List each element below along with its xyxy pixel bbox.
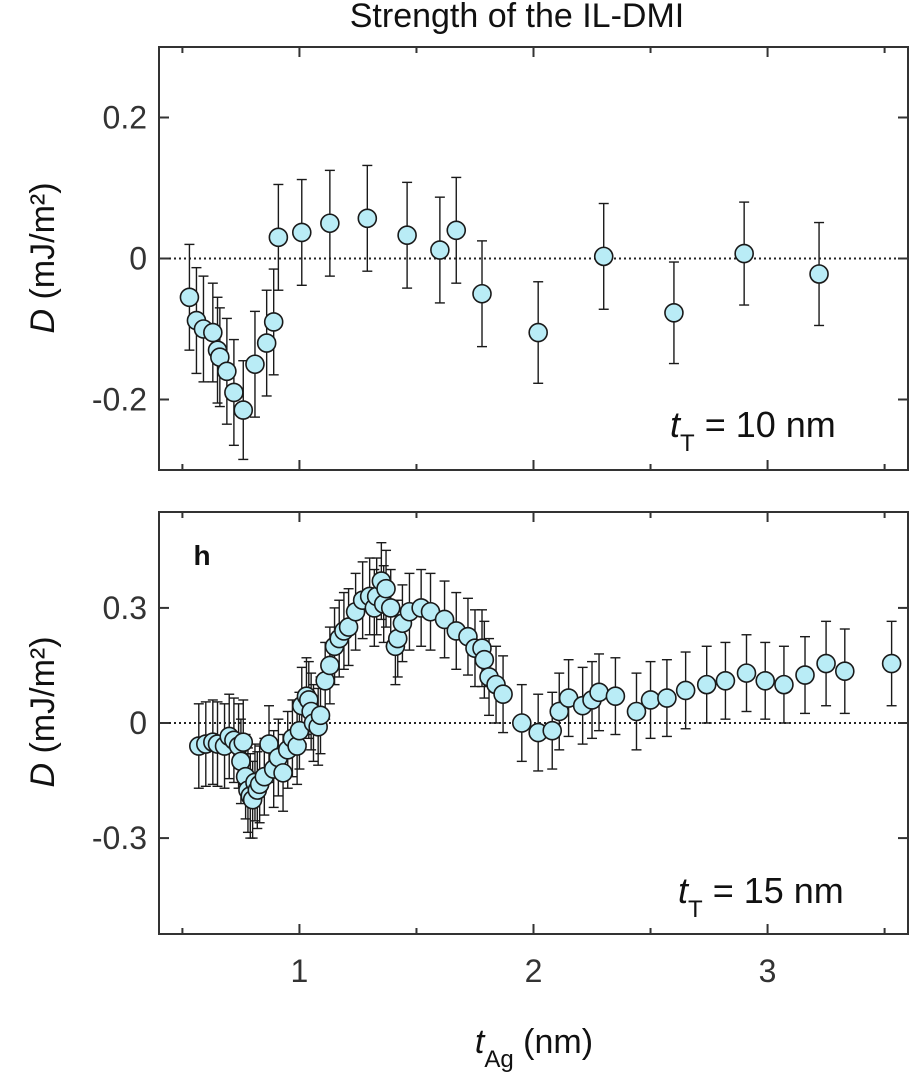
data-point bbox=[795, 665, 815, 685]
data-point bbox=[472, 283, 492, 304]
data-point bbox=[179, 287, 200, 308]
x-tick-label: 1 bbox=[291, 953, 309, 989]
y-tick-label: 0 bbox=[129, 241, 147, 277]
data-point bbox=[542, 720, 563, 741]
data-point bbox=[816, 653, 836, 674]
data-point bbox=[263, 312, 284, 332]
data-point bbox=[259, 734, 279, 754]
data-point bbox=[696, 674, 717, 695]
data-point bbox=[626, 701, 647, 722]
data-point bbox=[774, 674, 794, 695]
data-point bbox=[734, 243, 754, 264]
data-series bbox=[188, 541, 902, 839]
data-point bbox=[397, 225, 417, 246]
data-point bbox=[657, 688, 677, 708]
data-point bbox=[736, 663, 757, 683]
data-point bbox=[233, 400, 254, 420]
data-point bbox=[268, 227, 289, 248]
data-point bbox=[493, 684, 513, 705]
data-point bbox=[273, 763, 293, 783]
y-axis-label: D (mJ/m²) bbox=[24, 182, 62, 333]
data-point bbox=[511, 713, 532, 733]
thickness-annotation: tT = 10 nm bbox=[670, 404, 836, 457]
data-point bbox=[715, 670, 736, 691]
data-point bbox=[357, 208, 378, 229]
data-point bbox=[664, 302, 684, 323]
y-axis-label: D (mJ/m²) bbox=[24, 636, 62, 787]
y-tick-label: 0.3 bbox=[103, 590, 147, 626]
data-point bbox=[310, 705, 331, 726]
figure-title: Strength of the IL-DMI bbox=[350, 0, 685, 35]
data-point bbox=[809, 264, 829, 284]
data-point bbox=[380, 598, 401, 618]
data-point bbox=[233, 732, 254, 752]
data-point bbox=[474, 649, 495, 670]
data-point bbox=[755, 670, 776, 691]
data-point bbox=[256, 333, 277, 353]
panel-letter: h bbox=[193, 540, 210, 571]
data-point bbox=[640, 690, 661, 710]
data-point bbox=[376, 578, 396, 599]
data-point bbox=[203, 322, 223, 343]
y-tick-label: -0.2 bbox=[92, 382, 147, 418]
data-point bbox=[224, 382, 244, 403]
data-point bbox=[835, 661, 855, 682]
x-tick-label: 3 bbox=[759, 953, 777, 989]
data-point bbox=[589, 682, 609, 703]
data-point bbox=[549, 701, 570, 722]
data-point bbox=[605, 686, 626, 706]
data-point bbox=[675, 680, 696, 701]
data-point bbox=[320, 213, 340, 234]
x-axis-label: tAg (nm) bbox=[475, 1023, 593, 1073]
panel-bottom: 0.3 0 -0.3 D (mJ/m²) h tT = 15 nm bbox=[24, 511, 909, 935]
data-point bbox=[446, 220, 467, 241]
data-point bbox=[593, 246, 614, 267]
x-axis-shared: 1 2 3 tAg (nm) bbox=[291, 953, 777, 1073]
data-point bbox=[881, 653, 902, 674]
data-point bbox=[320, 655, 340, 676]
data-series bbox=[179, 164, 829, 461]
x-tick-label: 2 bbox=[525, 953, 543, 989]
y-tick-label: 0.2 bbox=[103, 100, 147, 136]
data-point bbox=[217, 361, 237, 382]
thickness-annotation: tT = 15 nm bbox=[678, 870, 844, 923]
data-point bbox=[245, 354, 265, 375]
data-point bbox=[430, 240, 450, 260]
y-tick-label: 0 bbox=[129, 705, 147, 741]
data-point bbox=[291, 222, 312, 243]
y-tick-label: -0.3 bbox=[92, 820, 147, 856]
data-point bbox=[434, 609, 455, 630]
data-point bbox=[528, 322, 548, 343]
panel-top: 0.2 0 -0.2 D (mJ/m²) tT = 10 nm bbox=[24, 46, 909, 471]
